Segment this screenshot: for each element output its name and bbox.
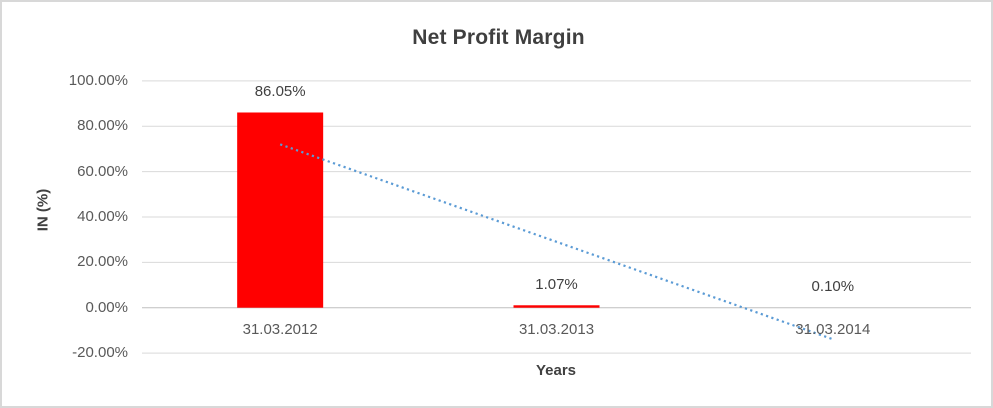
y-tick-label: 0.00% bbox=[85, 298, 128, 316]
chart-title: Net Profit Margin bbox=[412, 26, 585, 49]
category-label: 31.03.2013 bbox=[518, 321, 595, 338]
y-tick-label: 100.00% bbox=[68, 71, 128, 89]
data-label: 86.05% bbox=[254, 83, 306, 101]
y-tick-label: 60.00% bbox=[77, 162, 128, 180]
data-label: 0.10% bbox=[811, 278, 855, 296]
trendline bbox=[279, 143, 834, 341]
category-label: 31.03.2014 bbox=[795, 321, 871, 338]
bar-0 bbox=[237, 112, 324, 308]
y-axis-title: IN (%) bbox=[34, 188, 52, 232]
data-label: 1.07% bbox=[535, 276, 578, 294]
bar-1 bbox=[513, 305, 600, 308]
category-label: 31.03.2012 bbox=[242, 321, 318, 338]
y-tick-label: 80.00% bbox=[77, 117, 128, 135]
y-tick-label: 20.00% bbox=[77, 253, 128, 271]
x-axis-title: Years bbox=[535, 362, 577, 379]
y-tick-label: -20.00% bbox=[72, 344, 128, 362]
y-tick-label: 40.00% bbox=[77, 207, 128, 225]
